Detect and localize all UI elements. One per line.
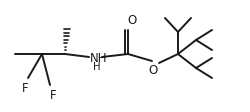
Text: O: O [128, 14, 136, 27]
Text: NH: NH [90, 52, 108, 65]
Text: F: F [22, 82, 28, 95]
Text: H: H [93, 62, 100, 72]
Text: F: F [50, 89, 56, 102]
Text: O: O [148, 64, 158, 77]
